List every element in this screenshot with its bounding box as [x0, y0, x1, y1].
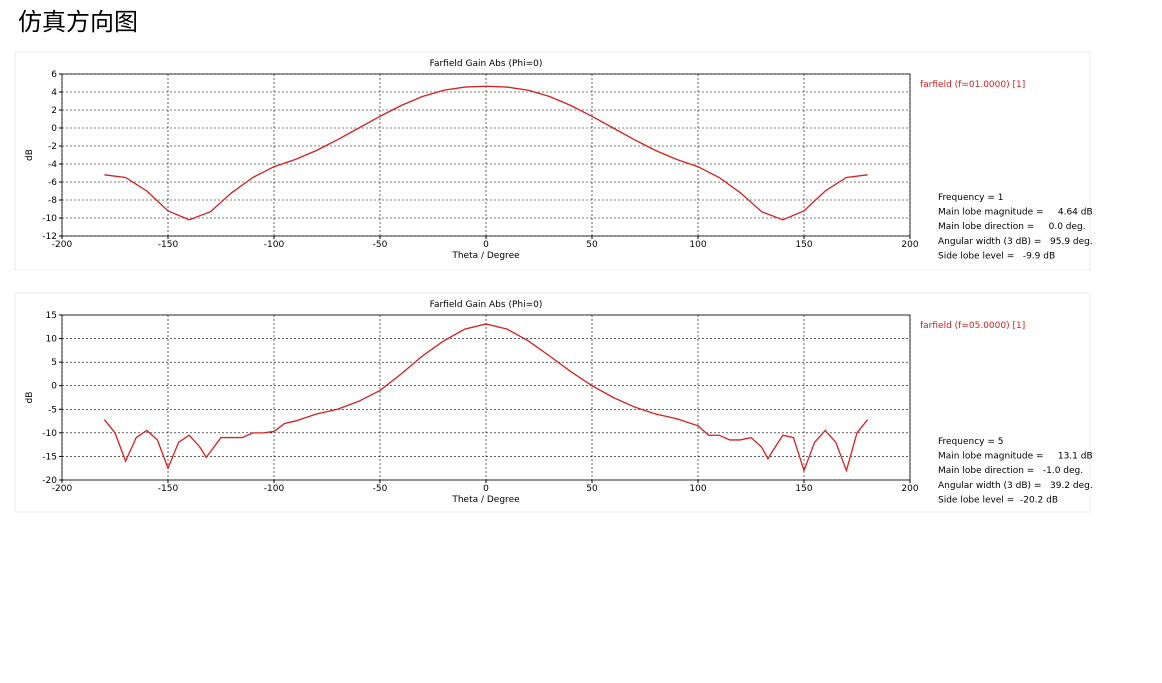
x-tick-label: 50 [586, 484, 598, 494]
y-tick-label: 6 [51, 70, 57, 80]
y-tick-label: 5 [51, 358, 57, 368]
series-line [104, 85, 868, 221]
legend-entry: farfield (f=05.0000) [1] [920, 321, 1025, 331]
x-axis-label: Theta / Degree [451, 495, 520, 505]
annotation: Side lobe level = -9.9 dB [938, 251, 1055, 261]
x-tick-label: -200 [52, 484, 73, 494]
x-tick-label: -150 [158, 240, 179, 250]
y-tick-label: -10 [42, 214, 57, 224]
x-tick-label: 200 [901, 240, 918, 250]
x-axis-label: Theta / Degree [451, 251, 520, 261]
chart-title: Farfield Gain Abs (Phi=0) [430, 59, 543, 69]
y-tick-label: -6 [48, 178, 57, 188]
x-tick-label: -150 [158, 484, 179, 494]
y-tick-label: -4 [48, 160, 57, 170]
y-tick-label: -15 [42, 452, 57, 462]
x-tick-label: 200 [901, 484, 918, 494]
page-heading: 仿真方向图 [18, 9, 138, 36]
y-tick-label: 15 [46, 311, 57, 321]
x-tick-label: 100 [689, 484, 706, 494]
annotation: Main lobe magnitude = 13.1 dB [938, 452, 1093, 462]
x-tick-label: 50 [586, 240, 598, 250]
series-line [103, 323, 869, 473]
x-tick-label: -50 [373, 484, 388, 494]
y-tick-label: 4 [51, 88, 57, 98]
annotation: Side lobe level = -20.2 dB [938, 495, 1058, 505]
y-axis-label: dB [25, 392, 35, 404]
y-axis-label: dB [25, 149, 35, 161]
x-tick-label: 0 [483, 240, 489, 250]
y-tick-label: 10 [46, 335, 58, 345]
y-tick-label: -20 [42, 476, 57, 486]
x-tick-label: -100 [264, 484, 285, 494]
y-tick-label: -2 [48, 142, 57, 152]
y-tick-label: -8 [48, 196, 57, 206]
annotation: Main lobe direction = -1.0 deg. [938, 466, 1083, 476]
x-tick-label: 0 [483, 484, 489, 494]
chart-panel [14, 51, 1091, 271]
y-tick-label: 0 [51, 124, 57, 134]
annotation: Main lobe direction = 0.0 deg. [938, 222, 1086, 232]
x-tick-label: -200 [52, 240, 73, 250]
chart-panel [14, 292, 1091, 513]
y-tick-label: 0 [51, 382, 57, 392]
x-tick-label: -100 [264, 240, 285, 250]
annotation: Angular width (3 dB) = 95.9 deg. [938, 237, 1093, 247]
x-tick-label: 100 [689, 240, 706, 250]
plot-frame [61, 73, 911, 237]
chart-title: Farfield Gain Abs (Phi=0) [430, 300, 543, 310]
x-tick-label: -50 [373, 240, 388, 250]
annotation: Angular width (3 dB) = 39.2 deg. [938, 481, 1093, 491]
y-tick-label: -12 [42, 232, 57, 242]
legend-entry: farfield (f=01.0000) [1] [920, 80, 1025, 90]
y-tick-label: 2 [51, 106, 57, 116]
annotation: Main lobe magnitude = 4.64 dB [938, 208, 1093, 218]
y-tick-label: -10 [42, 429, 57, 439]
x-tick-label: 150 [795, 484, 812, 494]
annotation: Frequency = 5 [938, 437, 1003, 447]
annotation: Frequency = 1 [938, 193, 1003, 203]
plot-frame [61, 314, 911, 481]
y-tick-label: -5 [48, 405, 57, 415]
x-tick-label: 150 [795, 240, 812, 250]
